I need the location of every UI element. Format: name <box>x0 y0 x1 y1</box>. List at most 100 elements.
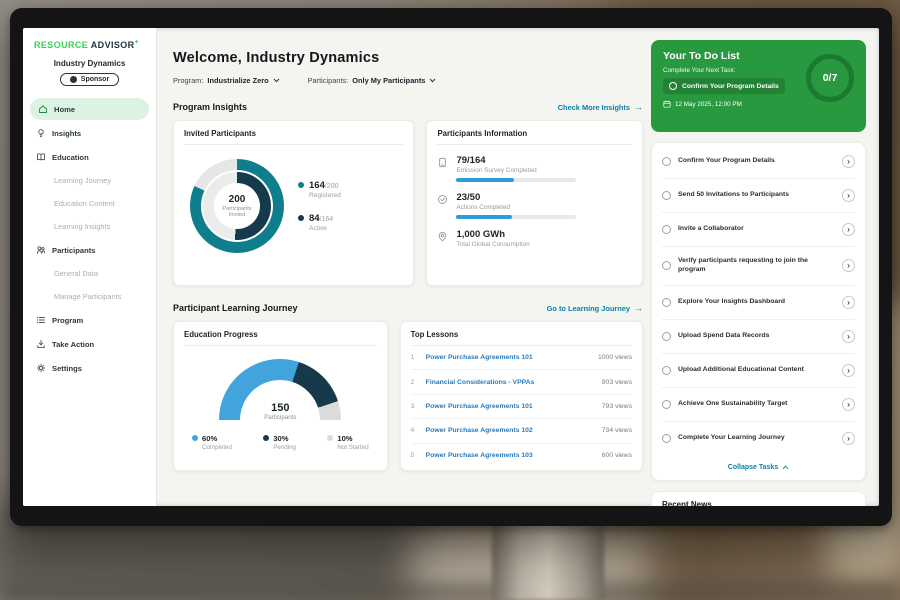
collapse-tasks-link[interactable]: Collapse Tasks <box>662 455 855 476</box>
background-blur <box>0 584 900 600</box>
sidebar-item-learning-journey[interactable]: Learning Journey <box>23 169 156 192</box>
participants-filter-value: Only My Participants <box>352 76 426 85</box>
card-title: Education Progress <box>184 330 377 346</box>
sidebar-item-label: Manage Participants <box>54 292 122 301</box>
stat-label: Total Global Consumption <box>456 241 530 248</box>
legend-value: 30% <box>273 434 289 443</box>
chevron-right-icon[interactable]: › <box>842 397 855 411</box>
lesson-row: 5 Power Purchase Agreements 103 600 view… <box>411 444 632 468</box>
link-label: Check More Insights <box>557 102 630 112</box>
next-task-due: 12 May 2025, 12:00 PM <box>663 100 854 108</box>
sidebar-item-home[interactable]: Home <box>30 98 149 120</box>
lesson-rank: 4 <box>410 427 415 435</box>
chevron-right-icon[interactable]: › <box>842 363 855 377</box>
task-checkbox[interactable] <box>662 399 671 409</box>
task-label: Confirm Your Program Details <box>678 157 775 165</box>
collapse-label: Collapse Tasks <box>727 463 779 471</box>
recent-news-title: Recent News <box>662 500 855 506</box>
task-row: Upload Additional Educational Content › <box>662 354 855 388</box>
recent-news-card: Recent News <box>651 490 866 506</box>
sidebar-item-education-content[interactable]: Education Content <box>23 192 156 215</box>
chevron-right-icon[interactable]: › <box>842 189 855 202</box>
due-date: 12 May 2025, 12:00 PM <box>675 100 742 108</box>
gauge-center: 150 Participants <box>219 402 341 421</box>
lesson-link[interactable]: Power Purchase Agreements 101 <box>425 354 533 362</box>
next-task[interactable]: Confirm Your Program Details <box>663 78 785 94</box>
sidebar-item-label: Home <box>54 104 76 114</box>
lesson-link[interactable]: Power Purchase Agreements 101 <box>425 402 533 410</box>
chevron-right-icon[interactable]: › <box>842 431 855 445</box>
sidebar-item-take-action[interactable]: Take Action <box>23 332 156 356</box>
todo-title: Your To Do List <box>663 50 740 62</box>
stat-value: 1,000 GWh <box>456 229 506 240</box>
lesson-link[interactable]: Power Purchase Agreements 102 <box>425 427 533 435</box>
logo-text-advisor: ADVISOR <box>90 40 135 50</box>
lesson-rank: 2 <box>410 378 415 386</box>
task-row: Complete Your Learning Journey › <box>662 422 855 455</box>
sponsor-badge[interactable]: Sponsor <box>59 73 120 86</box>
task-checkbox[interactable] <box>662 157 671 166</box>
invited-total: 200 <box>228 193 246 205</box>
sidebar-item-insights[interactable]: Insights <box>23 121 156 145</box>
legend-item-pending: 30% Pending <box>263 434 296 451</box>
task-checkbox[interactable] <box>662 331 671 341</box>
participants-filter[interactable]: Participants: Only My Participants <box>308 76 437 85</box>
task-row: Verify participants requesting to join t… <box>662 247 855 286</box>
program-insights-header: Program Insights Check More Insights → <box>173 102 643 112</box>
sidebar-item-education[interactable]: Education <box>23 145 156 169</box>
sidebar-item-manage-participants[interactable]: Manage Participants <box>23 285 156 308</box>
sidebar-item-label: Participants <box>52 245 96 255</box>
lesson-row: 2 Financial Considerations - VPPAs 803 v… <box>410 370 632 395</box>
lesson-rank: 5 <box>410 452 415 460</box>
task-label: Explore Your Insights Dashboard <box>678 297 786 305</box>
participants-icon <box>36 246 46 254</box>
task-checkbox[interactable] <box>662 225 671 234</box>
chevron-right-icon[interactable]: › <box>842 155 855 168</box>
sidebar-item-label: Education Content <box>54 199 115 208</box>
progress-fill <box>456 178 515 182</box>
chevron-right-icon[interactable]: › <box>842 259 855 273</box>
sidebar-item-label: Take Action <box>52 339 95 349</box>
task-checkbox[interactable] <box>662 191 671 200</box>
program-filter[interactable]: Program: Industrialize Zero <box>173 76 280 85</box>
section-title-learning-journey: Participant Learning Journey <box>173 303 298 313</box>
sidebar-item-settings[interactable]: Settings <box>23 356 156 380</box>
stat-value: 23/50 <box>456 192 481 203</box>
chevron-right-icon[interactable]: › <box>842 223 855 236</box>
progress-fill <box>456 215 512 219</box>
insights-icon <box>38 129 44 138</box>
stat-label: Actions Completed <box>456 204 511 211</box>
lesson-views: 734 views <box>601 427 632 435</box>
chevron-right-icon[interactable]: › <box>842 329 855 343</box>
card-title: Participants Information <box>437 129 632 145</box>
next-task-checkbox[interactable] <box>669 82 677 90</box>
gauge-label: Participants <box>264 414 297 421</box>
legend-item-completed: 60% Completed <box>192 434 232 451</box>
program-insights-cards: Invited Participants 200 Participants In… <box>173 120 643 286</box>
chevron-right-icon[interactable]: › <box>842 295 855 309</box>
legend-label: Pending <box>273 444 296 451</box>
task-checkbox[interactable] <box>662 261 671 271</box>
task-checkbox[interactable] <box>662 433 671 443</box>
legend-label: Completed <box>202 444 232 451</box>
todo-panel: Your To Do List Complete Your Next Task:… <box>651 28 879 506</box>
not-started-legend-dot <box>327 435 334 441</box>
card-title: Top Lessons <box>410 330 632 346</box>
task-row: Invite a Collaborator › <box>662 213 855 247</box>
lesson-link[interactable]: Financial Considerations - VPPAs <box>425 378 535 386</box>
sidebar-item-label: Education <box>52 152 89 162</box>
top-lessons-card: Top Lessons 1 Power Purchase Agreements … <box>399 321 643 471</box>
sidebar-item-general-data[interactable]: General Data <box>23 262 156 285</box>
sidebar-item-learning-insights[interactable]: Learning Insights <box>23 215 156 238</box>
task-checkbox[interactable] <box>662 297 671 307</box>
go-to-learning-journey-link[interactable]: Go to Learning Journey → <box>547 303 643 313</box>
active-of: /164 <box>319 216 334 223</box>
sidebar-item-label: Settings <box>52 363 82 373</box>
task-checkbox[interactable] <box>662 365 671 375</box>
task-row: Upload Spend Data Records › <box>662 320 855 354</box>
actions-icon <box>438 195 448 204</box>
sidebar-item-program[interactable]: Program <box>23 308 156 332</box>
lesson-link[interactable]: Power Purchase Agreements 103 <box>425 452 533 460</box>
sidebar-item-participants[interactable]: Participants <box>23 238 156 262</box>
check-more-insights-link[interactable]: Check More Insights → <box>558 102 643 112</box>
